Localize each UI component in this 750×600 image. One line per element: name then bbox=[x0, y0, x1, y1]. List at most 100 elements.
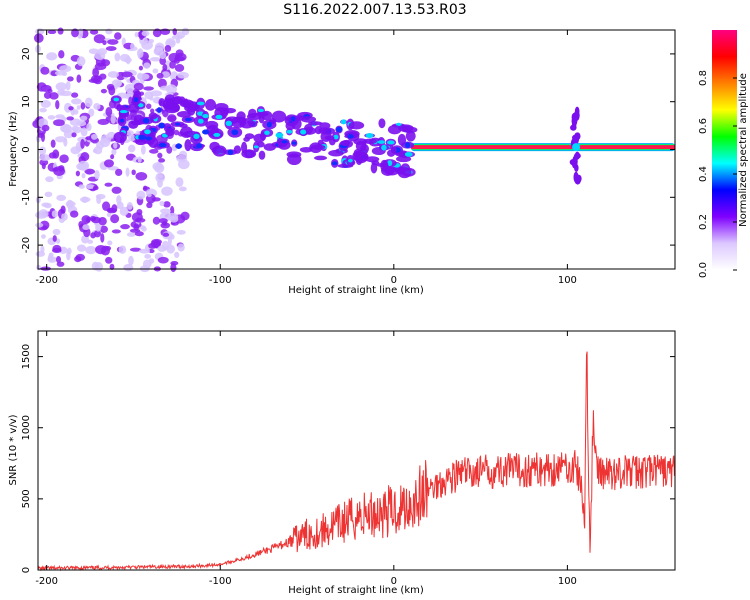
y-tick-label: 0 bbox=[21, 567, 32, 573]
heatmap-blob bbox=[52, 235, 57, 242]
heatmap-blob bbox=[154, 49, 160, 54]
x-tick-label: -100 bbox=[209, 576, 232, 587]
heatmap-blob bbox=[107, 71, 119, 78]
heatmap-blob bbox=[68, 106, 74, 111]
heatmap-blob bbox=[164, 94, 176, 104]
heatmap-blob bbox=[348, 121, 365, 130]
heatmap-blob bbox=[180, 211, 190, 221]
heatmap-blob bbox=[53, 119, 65, 127]
heatmap-blob bbox=[159, 57, 167, 66]
heatmap-blob-core bbox=[281, 140, 288, 144]
heatmap-blob bbox=[40, 99, 51, 108]
heatmap-blob bbox=[95, 245, 107, 255]
heatmap-blob-core bbox=[119, 118, 125, 123]
heatmap-blob bbox=[114, 52, 121, 62]
colorbar-ticks: 0.0 0.2 0.4 0.6 0.8 bbox=[698, 70, 737, 278]
heatmap-blob bbox=[136, 190, 146, 200]
heatmap-blob bbox=[137, 72, 143, 80]
heatmap-blob bbox=[102, 201, 111, 212]
heatmap-blob bbox=[171, 35, 183, 40]
heatmap-blob bbox=[244, 149, 255, 158]
heatmap-blob bbox=[82, 224, 90, 231]
heatmap-blob bbox=[103, 159, 114, 168]
heatmap-blob bbox=[81, 173, 86, 179]
heatmap-blob bbox=[154, 42, 165, 52]
heatmap-blob bbox=[127, 144, 136, 153]
y-tick-label: 1000 bbox=[21, 415, 32, 440]
heatmap-blob bbox=[77, 160, 90, 171]
heatmap-blob bbox=[175, 49, 184, 57]
heatmap-blob bbox=[150, 108, 155, 114]
heatmap-x-axis-title: Height of straight line (km) bbox=[288, 285, 424, 296]
heatmap-blob bbox=[128, 255, 134, 266]
heatmap-blob bbox=[166, 146, 173, 154]
heatmap-blob bbox=[75, 170, 81, 177]
heatmap-blob-core bbox=[156, 107, 162, 113]
heatmap-blob bbox=[66, 199, 74, 209]
heatmap-blob-core bbox=[300, 129, 307, 135]
heatmap-blob bbox=[46, 52, 58, 61]
y-tick-label: 0 bbox=[21, 146, 32, 152]
heatmap-blob bbox=[97, 118, 110, 125]
y-tick-label: -20 bbox=[21, 237, 32, 253]
heatmap-blob bbox=[78, 184, 85, 189]
heatmap-blob bbox=[94, 51, 106, 60]
y-tick-label: 500 bbox=[21, 489, 32, 508]
heatmap-blob bbox=[170, 262, 177, 273]
heatmap-blob bbox=[100, 88, 107, 94]
heatmap-blob bbox=[61, 212, 68, 221]
heatmap-blob-core bbox=[264, 130, 270, 135]
heatmap-blob bbox=[125, 167, 130, 177]
colorbar-title: Normalized spectral amplitude bbox=[738, 73, 749, 227]
heatmap-blob-core bbox=[387, 140, 395, 145]
x-tick-label: -100 bbox=[209, 275, 232, 286]
heatmap-blob bbox=[52, 228, 61, 236]
heatmap-blob-core bbox=[175, 122, 181, 126]
heatmap-blob bbox=[162, 64, 168, 72]
heatmap-blob bbox=[71, 92, 79, 98]
heatmap-blob-core bbox=[133, 97, 139, 103]
heatmap-blob bbox=[146, 202, 153, 209]
heatmap-blob bbox=[130, 42, 135, 51]
heatmap-blob bbox=[146, 193, 152, 198]
y-tick-label: 20 bbox=[21, 48, 32, 61]
x-tick-label: 100 bbox=[558, 275, 577, 286]
heatmap-blob bbox=[126, 55, 131, 65]
heatmap-blob bbox=[55, 82, 68, 91]
heatmap-blob bbox=[314, 155, 328, 161]
heatmap-blob bbox=[169, 215, 179, 223]
heatmap-blob bbox=[47, 88, 53, 94]
heatmap-blob bbox=[397, 133, 407, 146]
heatmap-blob bbox=[50, 139, 56, 148]
heatmap-blob bbox=[126, 130, 134, 137]
heatmap-blob bbox=[75, 253, 86, 261]
heatmap-blob bbox=[35, 222, 44, 228]
heatmap-blob-core bbox=[193, 133, 200, 140]
heatmap-blob bbox=[71, 98, 82, 105]
heatmap-blob bbox=[64, 102, 72, 113]
heatmap-blob bbox=[157, 152, 163, 159]
heatmap-blob bbox=[114, 32, 122, 40]
heatmap-blob bbox=[160, 222, 171, 229]
heatmap-blob bbox=[286, 153, 302, 166]
heatmap-blob bbox=[177, 243, 185, 252]
heatmap-blob bbox=[159, 85, 171, 91]
heatmap-blob bbox=[106, 212, 112, 218]
heatmap-blob bbox=[105, 46, 117, 52]
heatmap-blob bbox=[133, 223, 140, 231]
heatmap-blob bbox=[576, 175, 582, 183]
heatmap-blob bbox=[107, 39, 119, 45]
heatmap-blob bbox=[143, 62, 151, 69]
heatmap-blob bbox=[143, 86, 154, 91]
heatmap-blob bbox=[111, 148, 117, 156]
heatmap-blob bbox=[92, 185, 99, 191]
heatmap-blob bbox=[370, 162, 378, 174]
heatmap-blob-core bbox=[142, 117, 150, 124]
heatmap-blob-core bbox=[347, 158, 353, 163]
heatmap-blob bbox=[105, 106, 113, 117]
heatmap-blob bbox=[37, 132, 44, 139]
heatmap-blob bbox=[329, 138, 336, 146]
heatmap-blob bbox=[138, 65, 143, 71]
heatmap-blob bbox=[161, 186, 173, 196]
